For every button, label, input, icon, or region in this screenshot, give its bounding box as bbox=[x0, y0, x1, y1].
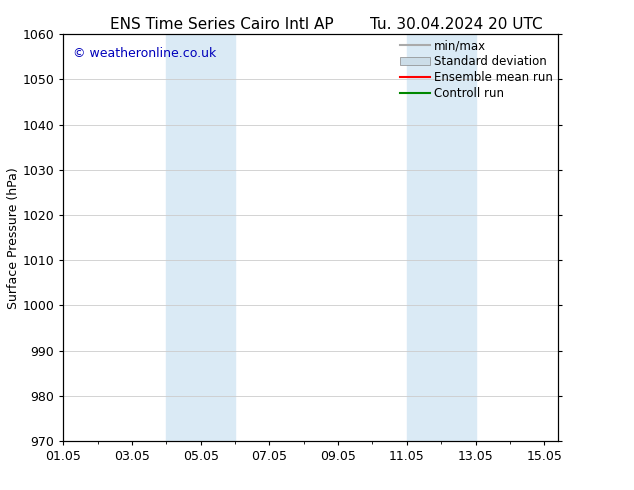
Bar bbox=[407, 34, 476, 441]
Text: © weatheronline.co.uk: © weatheronline.co.uk bbox=[74, 47, 217, 59]
Legend: min/max, Standard deviation, Ensemble mean run, Controll run: min/max, Standard deviation, Ensemble me… bbox=[398, 37, 555, 102]
Y-axis label: Surface Pressure (hPa): Surface Pressure (hPa) bbox=[7, 167, 20, 309]
Bar bbox=[166, 34, 235, 441]
Text: Tu. 30.04.2024 20 UTC: Tu. 30.04.2024 20 UTC bbox=[370, 17, 543, 32]
Text: ENS Time Series Cairo Intl AP: ENS Time Series Cairo Intl AP bbox=[110, 17, 333, 32]
